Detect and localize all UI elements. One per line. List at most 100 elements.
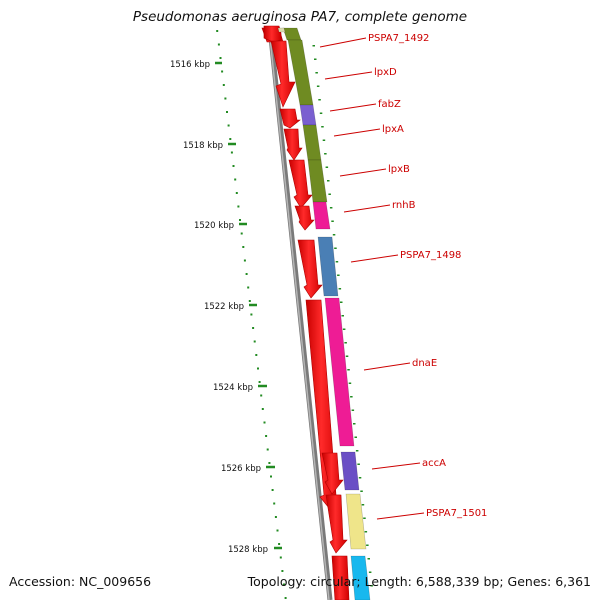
scale-dot bbox=[242, 246, 245, 248]
scale-dot bbox=[250, 313, 253, 316]
scale-dot bbox=[276, 529, 279, 532]
gene-block-acca bbox=[340, 451, 360, 491]
scale-dot bbox=[271, 489, 274, 491]
scale-dot bbox=[257, 367, 259, 370]
scale-dot bbox=[252, 327, 255, 329]
accession-text: Accession: NC_009656 bbox=[9, 574, 152, 589]
gene-label-lpxd: lpxD bbox=[324, 67, 397, 80]
scale-tick-1524: 1524 kbp bbox=[213, 383, 267, 393]
scale-dot bbox=[237, 205, 240, 208]
outer-tick bbox=[331, 220, 334, 222]
scale-dot bbox=[221, 70, 224, 73]
cds-arrow bbox=[325, 494, 348, 554]
scale-label: 1528 kbp bbox=[228, 545, 268, 555]
scale-dot bbox=[284, 597, 287, 599]
scale-dot bbox=[232, 165, 235, 167]
scale-dot bbox=[217, 43, 220, 46]
scale-dot bbox=[229, 138, 232, 140]
gene-label-lpxb: lpxB bbox=[339, 164, 410, 177]
scale-dot bbox=[243, 259, 246, 262]
outer-tick bbox=[314, 58, 317, 60]
scale-tick-1518: 1518 kbp bbox=[183, 141, 236, 151]
scale-dot bbox=[265, 435, 268, 437]
scale-ticks: 1516 kbp 1518 kbp 1520 kbp 1522 kbp 1524… bbox=[170, 60, 282, 555]
outer-tick bbox=[348, 382, 352, 384]
scale-dot bbox=[268, 462, 271, 464]
scale-dot bbox=[283, 583, 285, 586]
outer-tick bbox=[353, 423, 356, 425]
outer-tick bbox=[321, 126, 324, 128]
gene-name: rnhB bbox=[392, 200, 416, 211]
outer-tick bbox=[361, 504, 365, 506]
gene-block-pspa7-1492 bbox=[282, 27, 302, 41]
outer-tick bbox=[338, 288, 342, 290]
gene-name: lpxD bbox=[374, 67, 397, 78]
outer-tick bbox=[325, 166, 329, 168]
gene-name: accA bbox=[422, 458, 446, 469]
outer-tick bbox=[351, 409, 355, 411]
scale-dot bbox=[240, 232, 243, 235]
scale-tick-1526: 1526 kbp bbox=[221, 464, 275, 474]
outer-tick bbox=[315, 72, 318, 74]
gene-label-rnhb: rnhB bbox=[343, 200, 416, 213]
cds-arrow bbox=[321, 452, 344, 495]
gene-name: PSPA7_1498 bbox=[400, 250, 461, 261]
gene-name: fabZ bbox=[378, 99, 401, 110]
scale-dot bbox=[274, 516, 277, 518]
outer-tick bbox=[337, 274, 340, 276]
outer-tick bbox=[334, 247, 337, 249]
gene-block-dnae bbox=[324, 297, 355, 447]
outer-tick bbox=[328, 193, 331, 195]
outer-tick bbox=[335, 261, 339, 263]
cds-arrow bbox=[283, 128, 303, 161]
scale-tick-1516: 1516 kbp bbox=[170, 60, 222, 70]
gene-block-extra-top bbox=[277, 27, 286, 33]
cds-track bbox=[261, 25, 350, 600]
scale-dot bbox=[227, 124, 230, 127]
scale-dot bbox=[263, 421, 266, 424]
scale-dot bbox=[258, 381, 261, 383]
gene-block-lpxa bbox=[302, 124, 322, 161]
gene-name: lpxB bbox=[388, 164, 410, 175]
outer-tick bbox=[370, 585, 373, 587]
outer-tick bbox=[347, 369, 350, 371]
scale-label: 1526 kbp bbox=[221, 464, 261, 474]
scale-dot bbox=[245, 273, 248, 275]
gene-name: PSPA7_1501 bbox=[426, 508, 487, 519]
cds-arrow bbox=[294, 205, 315, 231]
outer-tick bbox=[350, 396, 353, 398]
outer-tick bbox=[364, 531, 368, 533]
scale-dot bbox=[279, 556, 282, 559]
outer-tick bbox=[322, 139, 326, 141]
scale-tick-1528: 1528 kbp bbox=[228, 545, 282, 555]
gene-block-pspa7-1501 bbox=[345, 493, 367, 550]
backbone-line bbox=[267, 27, 333, 600]
gene-name: lpxA bbox=[382, 124, 404, 135]
outer-tick bbox=[324, 153, 327, 155]
scale-dot bbox=[230, 151, 233, 154]
scale-dot bbox=[216, 30, 219, 32]
scale-dot bbox=[239, 219, 241, 221]
outer-tick bbox=[318, 99, 321, 101]
scale-dot bbox=[253, 340, 256, 343]
cds-arrow bbox=[279, 108, 301, 129]
scale-dot bbox=[224, 97, 227, 100]
scale-label: 1516 kbp bbox=[170, 60, 210, 70]
gene-block-lpxd bbox=[287, 39, 314, 106]
scale-dot bbox=[219, 57, 222, 59]
scale-dot bbox=[226, 111, 228, 113]
scale-dot bbox=[234, 178, 237, 181]
gene-label-pspa7-1501: PSPA7_1501 bbox=[376, 508, 487, 520]
scale-dot bbox=[222, 84, 225, 86]
outer-tick bbox=[366, 544, 369, 546]
outer-tick bbox=[341, 315, 344, 317]
scale-dot bbox=[248, 300, 251, 302]
outer-tick bbox=[340, 301, 343, 303]
gene-name: dnaE bbox=[412, 358, 437, 369]
outer-tick bbox=[345, 355, 349, 357]
scale-tick-1522: 1522 kbp bbox=[204, 302, 257, 312]
gene-block-pspa7-1498 bbox=[317, 236, 339, 297]
outer-tick bbox=[360, 490, 363, 492]
outer-tick bbox=[329, 207, 333, 209]
